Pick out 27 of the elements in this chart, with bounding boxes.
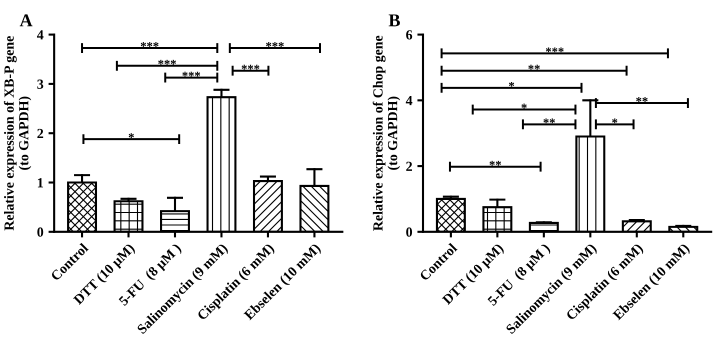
annotation: *** — [266, 42, 284, 47]
annotation: ** — [636, 97, 648, 102]
chart-title: A — [20, 14, 32, 26]
y-tick-label: 3 — [37, 80, 44, 89]
y-tick-label: 2 — [37, 128, 44, 138]
chart-title: B — [388, 14, 400, 26]
y-tick-label: 1 — [38, 178, 44, 188]
annotation: *** — [546, 47, 564, 52]
y-tick-label: 0 — [37, 227, 44, 237]
y-tick-label: 4 — [36, 30, 44, 40]
annotation: *** — [242, 64, 260, 70]
annotation: ** — [543, 118, 555, 124]
y-tick-label: 2 — [406, 162, 412, 171]
annotation: *** — [182, 72, 200, 76]
annotation: * — [508, 82, 514, 87]
annotation: * — [128, 133, 134, 138]
annotation: ** — [490, 160, 502, 166]
y-tick-label: 4 — [406, 96, 412, 106]
y-axis-title: Relative expression of XB-P gene (to GAPDH) — [4, 36, 32, 230]
y-tick-label: 0 — [406, 227, 412, 237]
annotation: * — [612, 118, 618, 124]
annotation: ** — [528, 64, 540, 70]
annotation: * — [521, 104, 527, 108]
y-tick-label: 6 — [406, 30, 412, 40]
annotation: *** — [158, 60, 176, 65]
annotation: *** — [140, 42, 159, 47]
y-axis-title: Relative expression of Chop gene (to GAPDH) — [372, 36, 400, 231]
